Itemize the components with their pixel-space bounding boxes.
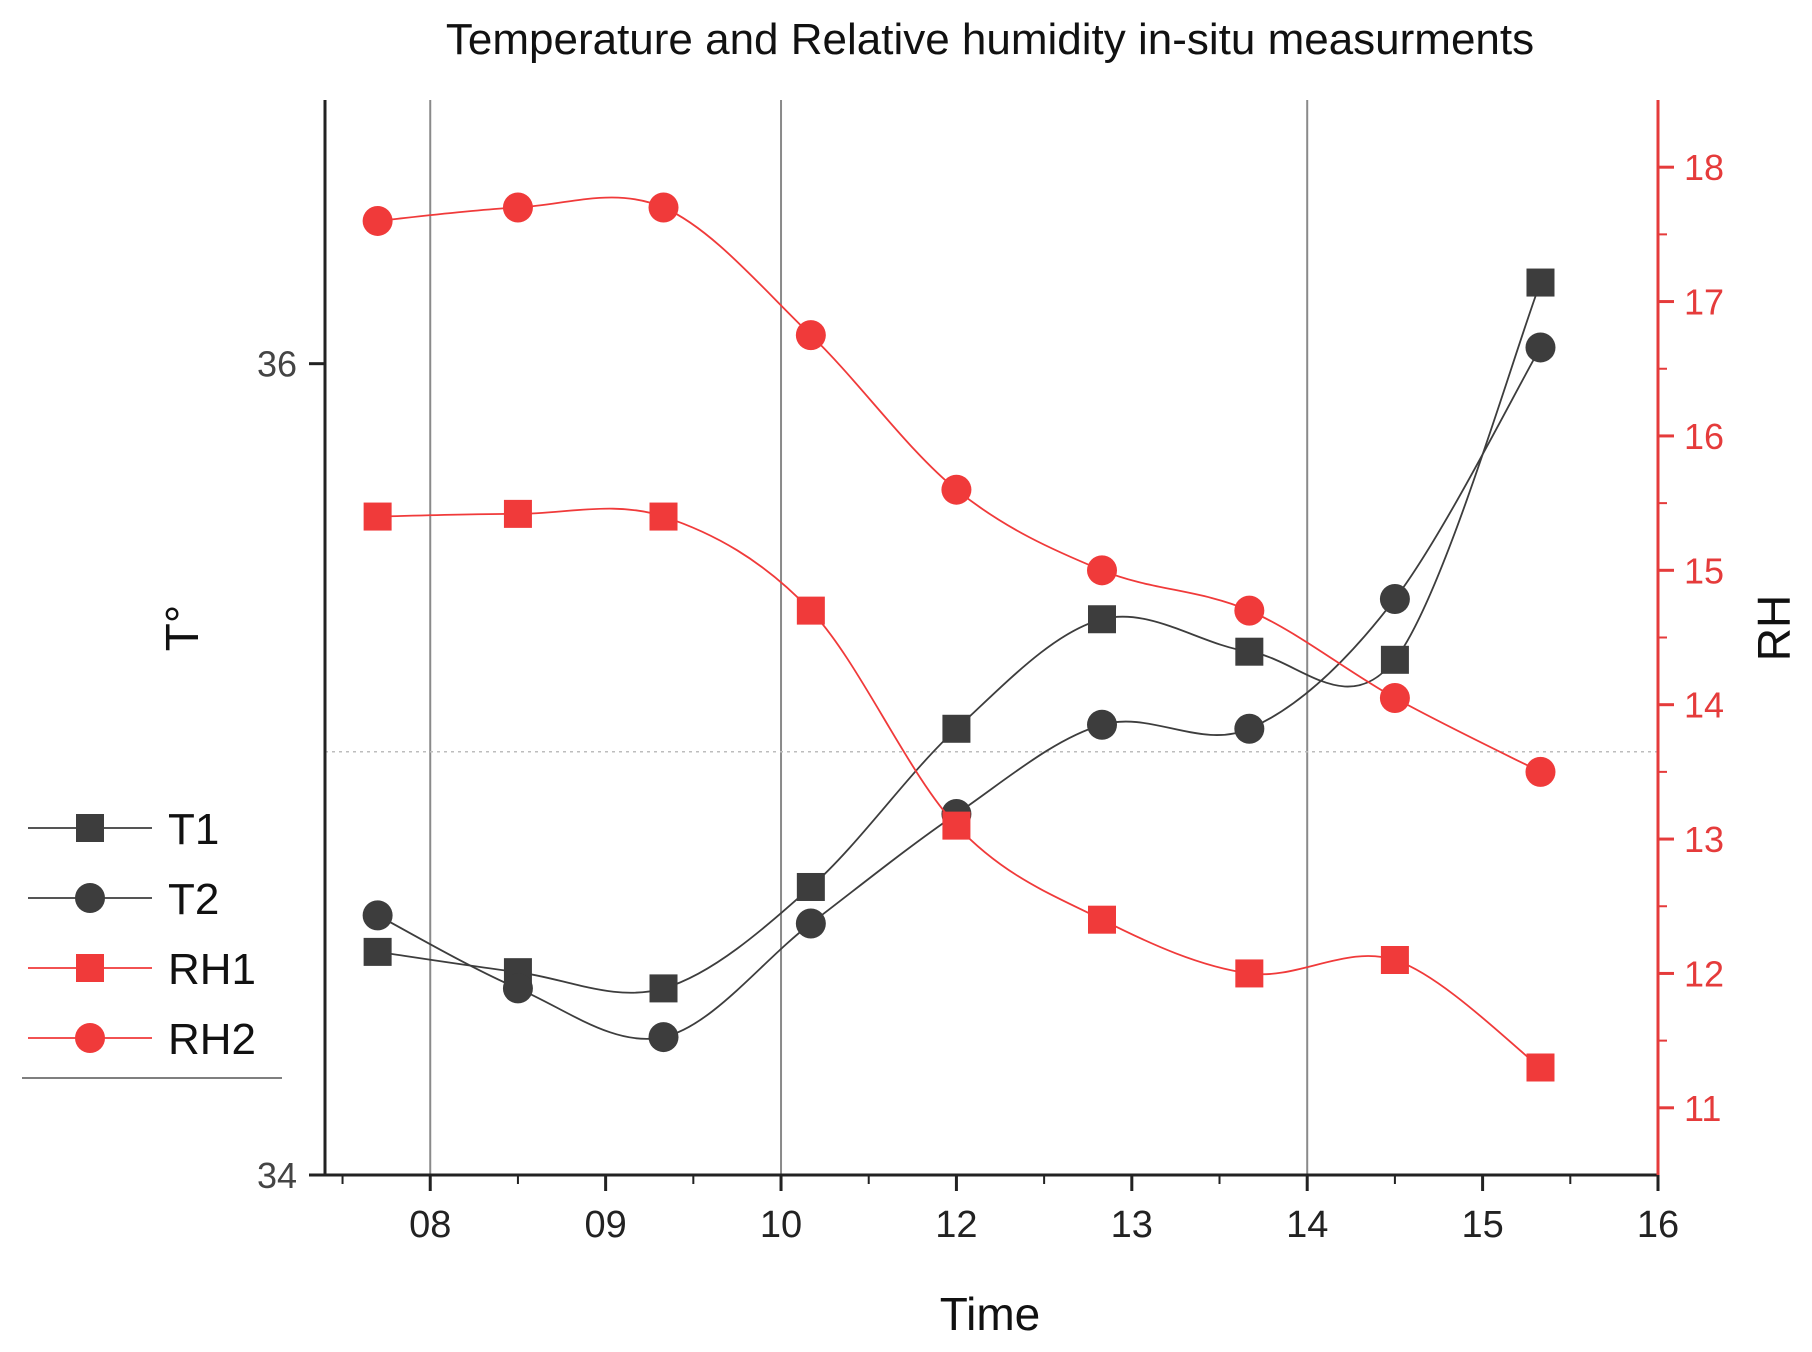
data-point-rh2	[795, 320, 826, 351]
data-point-rh2	[362, 205, 393, 236]
y2-tick-label: 13	[1684, 819, 1724, 860]
data-point-rh2	[1379, 682, 1410, 713]
x-axis-title: Time	[940, 1288, 1041, 1340]
series-line-rh1	[377, 507, 1542, 1069]
x-tick-label: 14	[1286, 1204, 1328, 1246]
data-point-t1	[363, 937, 392, 966]
data-point-rh1	[1087, 905, 1116, 934]
data-point-t2	[1086, 709, 1117, 740]
legend-label: RH2	[168, 1015, 256, 1064]
y2-tick-label: 11	[1684, 1088, 1721, 1129]
legend-marker	[76, 814, 104, 842]
series-layer	[362, 192, 1556, 1082]
series-line-t2	[377, 347, 1542, 1040]
x-tick-label: 13	[1111, 1204, 1153, 1246]
series-rh2	[362, 192, 1556, 787]
data-point-rh2	[502, 192, 533, 223]
x-tick-label: 16	[1637, 1204, 1679, 1246]
x-tick-label: 08	[409, 1204, 451, 1246]
legend-label: T1	[168, 805, 219, 854]
data-point-t1	[1087, 605, 1116, 634]
data-point-t1	[942, 714, 971, 743]
ticks-layer: 08 09 10 12 13 14 15 16 34 36 11 12 13 14 15 16 17 18	[257, 147, 1724, 1246]
y2-tick-label: 14	[1684, 685, 1724, 726]
data-point-t1	[796, 872, 825, 901]
x-tick-label: 10	[760, 1204, 802, 1246]
y2-axis-title: RH	[1748, 595, 1800, 661]
series-rh1	[363, 499, 1555, 1082]
data-point-rh1	[942, 811, 971, 840]
data-point-t2	[1525, 332, 1556, 363]
y-axis-title: T°	[156, 605, 208, 652]
x-tick-label: 12	[935, 1204, 977, 1246]
data-point-rh1	[796, 596, 825, 625]
legend-marker	[75, 883, 105, 913]
data-point-rh1	[1380, 946, 1409, 974]
data-point-t2	[795, 908, 826, 939]
data-point-rh2	[941, 474, 972, 505]
legend-item-t2: T2	[28, 875, 219, 924]
legend-marker	[75, 1023, 105, 1053]
legend-item-rh2: RH2	[28, 1015, 256, 1064]
legend-item-rh1: RH1	[28, 945, 256, 994]
data-point-t1	[1526, 268, 1555, 297]
series-t2	[362, 332, 1556, 1053]
y2-tick-label: 18	[1684, 147, 1724, 188]
data-point-t2	[1379, 583, 1410, 614]
data-point-rh1	[503, 499, 532, 528]
grid-layer	[325, 100, 1658, 1175]
data-point-rh2	[1234, 595, 1265, 626]
y2-tick-label: 12	[1684, 953, 1724, 994]
data-point-t2	[362, 900, 393, 931]
axes-layer	[323, 100, 1660, 1177]
legend-item-t1: T1	[28, 805, 219, 854]
data-point-t2	[1234, 713, 1265, 744]
y2-tick-label: 16	[1684, 416, 1724, 457]
legend-marker	[76, 954, 104, 982]
data-point-rh2	[1086, 555, 1117, 586]
data-point-rh2	[1525, 756, 1556, 787]
data-point-rh1	[363, 502, 392, 531]
x-tick-label: 09	[584, 1204, 626, 1246]
data-point-t2	[502, 973, 533, 1004]
y2-tick-label: 17	[1684, 282, 1724, 323]
series-t1	[363, 268, 1555, 1003]
y-tick-label: 36	[257, 344, 297, 385]
legend: T1 T2 RH1 RH2	[22, 805, 282, 1079]
series-line-t1	[377, 282, 1542, 994]
y-tick-label: 34	[257, 1155, 297, 1196]
data-point-t1	[1235, 637, 1264, 666]
chart-title: Temperature and Relative humidity in-sit…	[446, 15, 1534, 64]
data-point-t1	[1380, 645, 1409, 674]
data-point-rh1	[649, 502, 678, 531]
x-tick-label: 15	[1461, 1204, 1503, 1246]
data-point-rh2	[648, 192, 679, 223]
data-point-rh1	[1526, 1053, 1555, 1082]
legend-label: RH1	[168, 945, 256, 994]
data-point-t1	[649, 974, 678, 1003]
y2-tick-label: 15	[1684, 550, 1724, 591]
data-point-t2	[648, 1022, 679, 1053]
legend-label: T2	[168, 875, 219, 924]
data-point-rh1	[1235, 959, 1264, 988]
